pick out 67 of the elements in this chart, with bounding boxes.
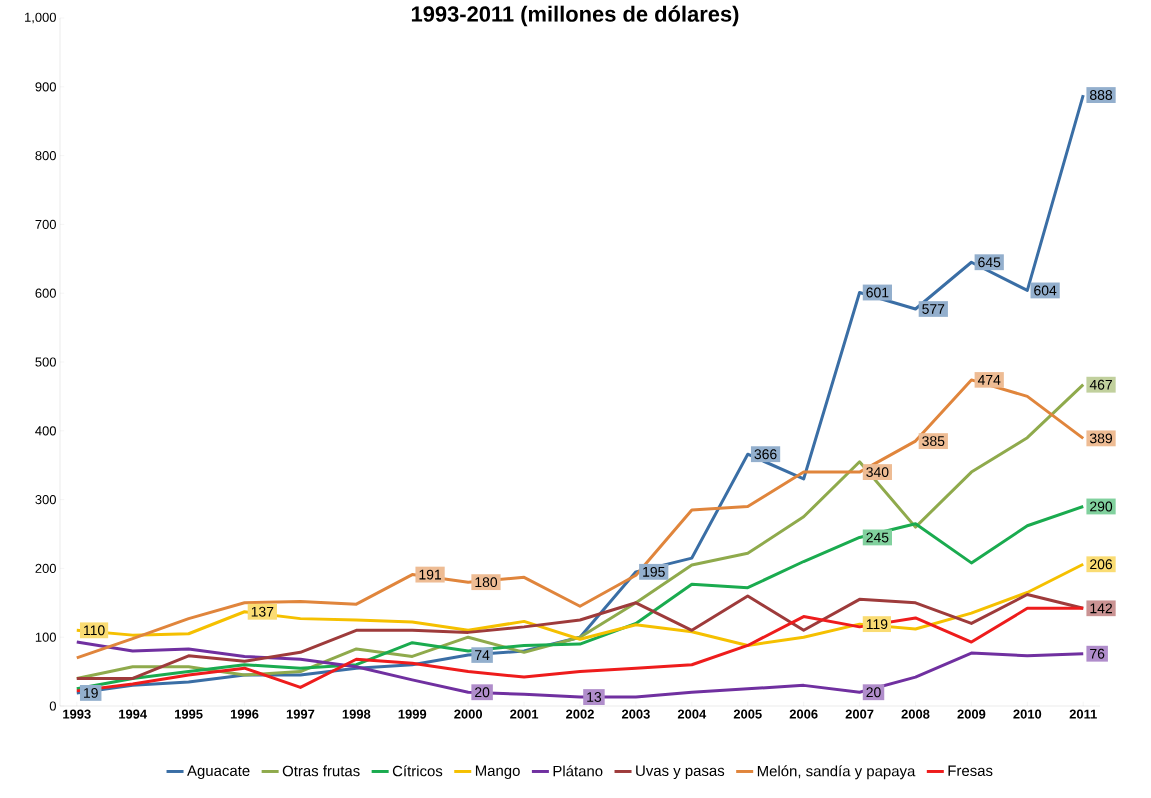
y-tick-label: 0 <box>49 701 56 711</box>
x-tick-label: 1995 <box>175 709 203 719</box>
data-label: 604 <box>1034 285 1057 296</box>
data-label: 20 <box>866 687 881 698</box>
line-series <box>75 593 1085 680</box>
data-label: 19 <box>84 687 98 698</box>
legend-label: Plátano <box>553 765 603 777</box>
data-label: 110 <box>84 625 105 636</box>
y-tick-label: 500 <box>35 357 56 367</box>
data-label: 206 <box>1090 559 1113 570</box>
data-label: 645 <box>978 257 1001 268</box>
legend-label: Aguacate <box>187 765 250 779</box>
y-tick-label: 200 <box>35 563 56 573</box>
legend-label: Mango <box>475 765 520 779</box>
y-tick-label: 400 <box>35 426 56 436</box>
x-tick-label: 2009 <box>957 709 986 719</box>
x-tick-label: 2007 <box>845 709 874 719</box>
data-label: 137 <box>251 606 274 617</box>
x-tick-label: 1998 <box>342 709 371 719</box>
data-label: 191 <box>419 569 442 580</box>
data-label: 340 <box>866 467 889 478</box>
data-label: 385 <box>922 436 945 447</box>
y-tick-label: 100 <box>35 632 56 642</box>
legend-label: Otras frutas <box>282 765 360 777</box>
legend-label: Fresas <box>948 765 993 777</box>
data-label: 474 <box>977 375 1001 385</box>
x-tick-label: 1996 <box>230 709 259 719</box>
x-tick-label: 2000 <box>454 709 483 719</box>
y-tick-label: 1,000 <box>25 12 56 24</box>
legend-label: Melón, sandía y papaya <box>757 765 916 780</box>
data-label: 245 <box>866 532 889 543</box>
data-label: 467 <box>1089 379 1112 390</box>
data-label: 74 <box>475 650 490 660</box>
data-label: 13 <box>587 692 602 702</box>
x-tick-label: 2003 <box>621 709 650 719</box>
y-tick-label: 800 <box>35 151 56 161</box>
x-tick-label: 1993 <box>63 709 91 719</box>
legend-label: Uvas y pasas <box>636 765 725 779</box>
data-label: 180 <box>475 577 498 588</box>
x-tick-label: 2010 <box>1013 709 1042 719</box>
x-tick-label: 1999 <box>398 709 427 719</box>
data-label: 601 <box>866 287 889 298</box>
x-tick-label: 1994 <box>119 709 148 719</box>
x-tick-label: 2011 <box>1069 709 1097 719</box>
data-label: 195 <box>643 566 665 577</box>
x-tick-label: 2001 <box>510 709 539 719</box>
x-tick-label: 2006 <box>789 709 818 719</box>
data-label: 290 <box>1090 501 1113 512</box>
data-label: 577 <box>922 304 945 314</box>
data-label: 20 <box>475 687 490 698</box>
data-label: 76 <box>1090 648 1105 659</box>
x-tick-label: 2008 <box>901 709 930 719</box>
y-tick-label: 700 <box>35 219 56 229</box>
y-tick-label: 900 <box>35 82 56 92</box>
x-tick-label: 2005 <box>733 709 762 719</box>
data-label: 142 <box>1090 603 1112 614</box>
y-tick-label: 600 <box>35 288 56 298</box>
data-label: 366 <box>754 449 777 460</box>
legend-label: Cítricos <box>392 765 443 777</box>
x-tick-label: 1997 <box>286 709 315 719</box>
data-label: 119 <box>866 619 888 630</box>
data-label: 888 <box>1090 90 1113 100</box>
x-tick-label: 2004 <box>677 709 707 719</box>
data-label: 389 <box>1089 433 1113 444</box>
x-tick-label: 2002 <box>566 709 594 719</box>
y-tick-label: 300 <box>35 495 56 505</box>
chart-title: 1993-2011 (millones de dólares) <box>411 5 739 27</box>
